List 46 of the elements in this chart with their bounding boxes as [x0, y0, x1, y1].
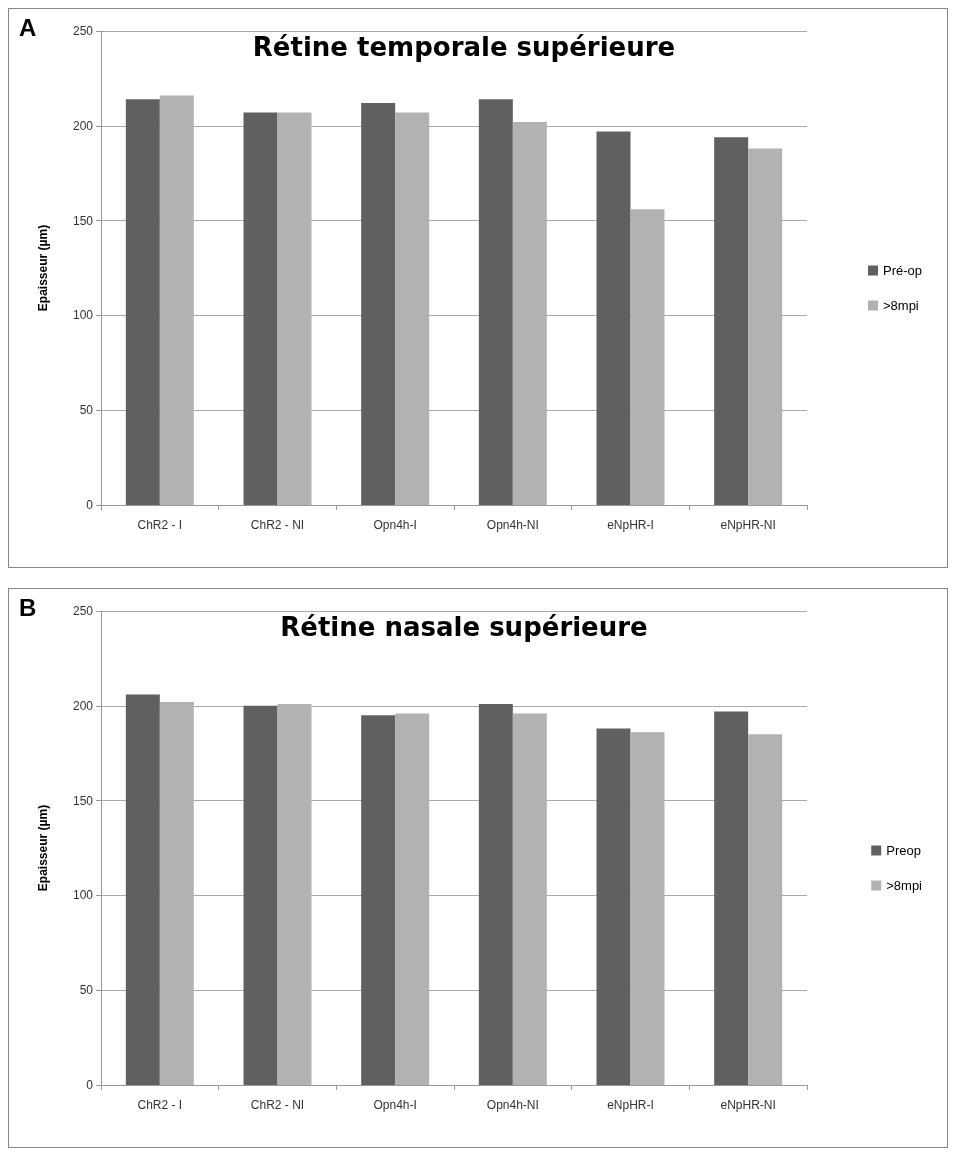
- chart-title: Rétine nasale supérieure: [280, 612, 648, 642]
- x-tick-label: ChR2 - I: [137, 518, 183, 532]
- y-tick-label: 50: [79, 983, 94, 998]
- chart-title: Rétine temporale supérieure: [252, 32, 676, 62]
- y-tick-label: 200: [72, 698, 94, 713]
- bar: [243, 705, 278, 1085]
- bar: [243, 112, 278, 505]
- y-tick-label: 250: [72, 24, 94, 38]
- x-tick-label: eNpHR-I: [607, 518, 654, 532]
- y-tick-label: 50: [79, 403, 94, 418]
- bar: [714, 711, 749, 1085]
- bar: [478, 99, 513, 505]
- y-axis-title: Epaisseur (µm): [36, 224, 50, 312]
- y-tick-label: 0: [86, 498, 94, 512]
- y-tick-label: 100: [72, 888, 94, 903]
- x-tick-label: eNpHR-NI: [720, 1098, 776, 1112]
- x-tick-label: Opn4h-NI: [486, 1098, 539, 1112]
- bar: [361, 103, 396, 505]
- x-tick-label: eNpHR-I: [607, 1098, 654, 1112]
- y-tick-label: 200: [72, 118, 94, 133]
- x-tick-label: ChR2 - NI: [250, 1098, 305, 1112]
- bar: [361, 715, 396, 1085]
- legend-label: Pré-op: [882, 263, 923, 278]
- x-tick-label: Opn4h-I: [373, 518, 417, 532]
- y-tick-label: 100: [72, 308, 94, 323]
- legend-label: >8mpi: [886, 878, 923, 893]
- bar: [125, 99, 160, 505]
- legend-label: >8mpi: [882, 298, 919, 313]
- bar: [478, 703, 513, 1085]
- y-tick-label: 150: [72, 213, 94, 228]
- legend-label: Preop: [886, 843, 921, 858]
- bar: [596, 728, 631, 1085]
- x-tick-label: ChR2 - I: [137, 1098, 183, 1112]
- bar: [596, 131, 631, 505]
- x-tick-label: ChR2 - NI: [250, 518, 305, 532]
- bar: [125, 694, 160, 1085]
- x-tick-label: eNpHR-NI: [720, 518, 776, 532]
- y-tick-label: 0: [86, 1078, 94, 1092]
- y-tick-label: 150: [72, 793, 94, 808]
- x-tick-label: Opn4h-NI: [486, 518, 539, 532]
- y-axis-title: Epaisseur (µm): [36, 804, 50, 892]
- y-tick-label: 250: [72, 604, 94, 618]
- x-tick-label: Opn4h-I: [373, 1098, 417, 1112]
- text: B: [19, 593, 37, 621]
- bar: [714, 137, 749, 505]
- text: A: [19, 13, 37, 41]
